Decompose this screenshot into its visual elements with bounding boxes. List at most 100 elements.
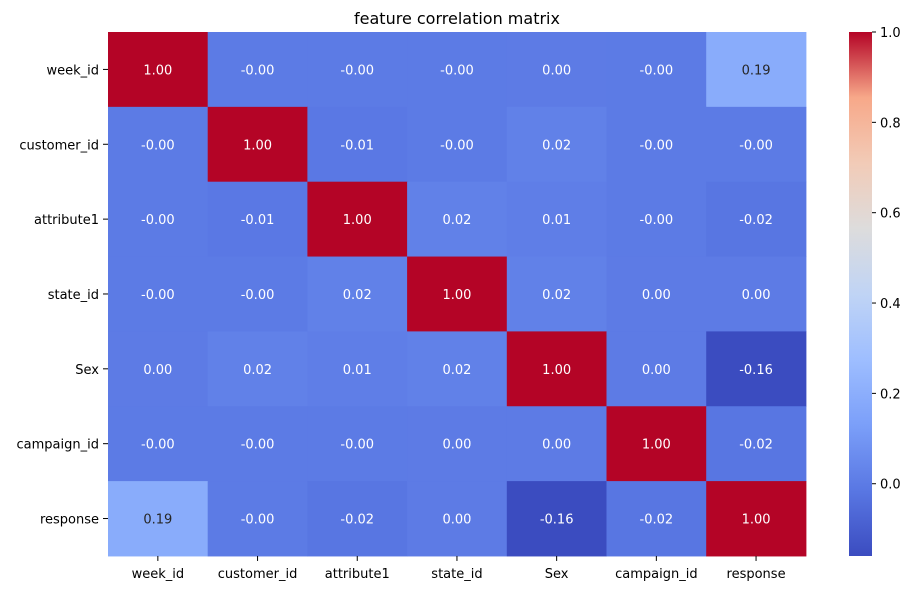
heatmap-cell: [407, 32, 508, 108]
x-tick-labels: week_id customer_id attribute1 state_id Sex c…: [132, 555, 786, 582]
heatmap-cell: [207, 181, 308, 258]
heatmap-cell: [207, 481, 308, 557]
cell-value-label: -0.00: [241, 63, 275, 78]
cell-value-label: -0.02: [340, 513, 374, 528]
heatmap-cell: [307, 32, 408, 108]
heatmap-cell: [108, 181, 209, 258]
heatmap-cell: [706, 406, 807, 482]
cell-value-label: -0.00: [340, 438, 374, 453]
colorbar-tick-label: 1.0: [880, 26, 901, 41]
cell-value-label: -0.01: [340, 138, 374, 153]
heatmap-cell: [108, 32, 209, 108]
cell-value-label: -0.00: [141, 438, 175, 453]
heatmap-cell: [307, 406, 408, 482]
heatmap-cell: [606, 256, 707, 332]
colorbar-tick-label: 0.4: [880, 297, 901, 312]
heatmap-cell: [506, 331, 607, 407]
heatmap-cell: [706, 32, 807, 108]
heatmap-cell: [606, 181, 707, 258]
heatmap-cell: [706, 256, 807, 332]
cell-value-label: 1.00: [742, 513, 771, 528]
cell-value-label: 1.00: [343, 213, 372, 228]
cell-value-label: 1.00: [243, 138, 272, 153]
heatmap-cell: [506, 181, 607, 258]
heatmap-cell: [706, 481, 807, 557]
heatmap-cell: [506, 406, 607, 482]
heatmap-cell: [506, 106, 607, 183]
cell-value-label: 1.00: [642, 438, 671, 453]
heatmap-cell: [207, 256, 308, 332]
cell-value-label: -0.00: [640, 213, 674, 228]
colorbar-tick-label: 0.0: [880, 478, 901, 493]
heatmap-cell: [606, 331, 707, 407]
cell-value-label: 0.19: [143, 513, 172, 528]
heatmap-cell: [108, 481, 209, 557]
cell-value-label: 0.01: [542, 213, 571, 228]
heatmap-cell: [606, 481, 707, 557]
cell-value-label: -0.02: [739, 213, 773, 228]
cell-value-label: 0.00: [442, 438, 471, 453]
cell-value-label: 1.00: [442, 288, 471, 303]
x-tick-label: attribute1: [325, 567, 390, 582]
heatmap-cell: [307, 106, 408, 183]
y-tick-labels: week_id customer_id attribute1 state_id Sex c…: [17, 63, 108, 528]
cell-value-label: -0.02: [640, 513, 674, 528]
heatmap-cell: [407, 406, 508, 482]
heatmap-cell: [108, 331, 209, 407]
cell-value-label: 0.00: [542, 438, 571, 453]
y-tick-label: response: [40, 513, 99, 528]
cell-value-label: 0.00: [442, 513, 471, 528]
colorbar-tick-label: 0.2: [880, 387, 901, 402]
y-tick-label: Sex: [75, 363, 99, 378]
y-tick-label: campaign_id: [17, 438, 99, 453]
cell-value-label: -0.00: [640, 138, 674, 153]
heatmap-cell: [207, 406, 308, 482]
cell-value-label: -0.00: [440, 138, 474, 153]
heatmap-cell: [407, 481, 508, 557]
cell-value-label: -0.16: [739, 363, 773, 378]
x-tick-label: Sex: [545, 567, 569, 582]
colorbar-ticks: 0.0 0.2 0.4 0.6 0.8 1.0: [872, 26, 901, 493]
cell-value-label: -0.00: [440, 63, 474, 78]
y-tick-label: customer_id: [19, 138, 99, 153]
y-tick-label: week_id: [46, 63, 99, 78]
cell-value-label: 0.00: [742, 288, 771, 303]
heatmap-cell: [506, 32, 607, 108]
colorbar-tick-label: 0.6: [880, 207, 901, 222]
x-tick-label: state_id: [431, 567, 482, 582]
cell-value-label: 1.00: [542, 363, 571, 378]
cell-value-label: 0.02: [542, 138, 571, 153]
y-tick-label: attribute1: [34, 213, 99, 228]
colorbar-tick-label: 0.8: [880, 116, 901, 131]
cell-value-label: 0.19: [742, 63, 771, 78]
colorbar-gradient: [849, 32, 872, 556]
heatmap-cell: [307, 481, 408, 557]
heatmap-cell: [706, 181, 807, 258]
heatmap-cell: [207, 32, 308, 108]
cell-value-label: -0.00: [340, 63, 374, 78]
colorbar: [849, 32, 872, 556]
heatmap-cell: [706, 331, 807, 407]
heatmap-cell: [407, 181, 508, 258]
cell-value-label: -0.02: [739, 438, 773, 453]
heatmap-cell: [407, 256, 508, 332]
cell-value-label: 1.00: [143, 63, 172, 78]
heatmap-cell: [506, 256, 607, 332]
heatmap-cell: [606, 32, 707, 108]
cell-value-label: 0.00: [143, 363, 172, 378]
x-tick-label: campaign_id: [615, 567, 697, 582]
cell-value-label: 0.02: [343, 288, 372, 303]
cell-value-label: 0.02: [442, 363, 471, 378]
cell-value-label: 0.01: [343, 363, 372, 378]
cell-value-label: -0.00: [141, 288, 175, 303]
heatmap-cell: [108, 106, 209, 183]
cell-value-label: -0.00: [640, 63, 674, 78]
heatmap-cell: [307, 256, 408, 332]
cell-value-label: -0.00: [241, 513, 275, 528]
heatmap-cell: [407, 106, 508, 183]
heatmap-cell: [606, 406, 707, 482]
cell-value-label: 0.02: [542, 288, 571, 303]
cell-value-label: -0.00: [241, 438, 275, 453]
heatmap-cell: [407, 331, 508, 407]
